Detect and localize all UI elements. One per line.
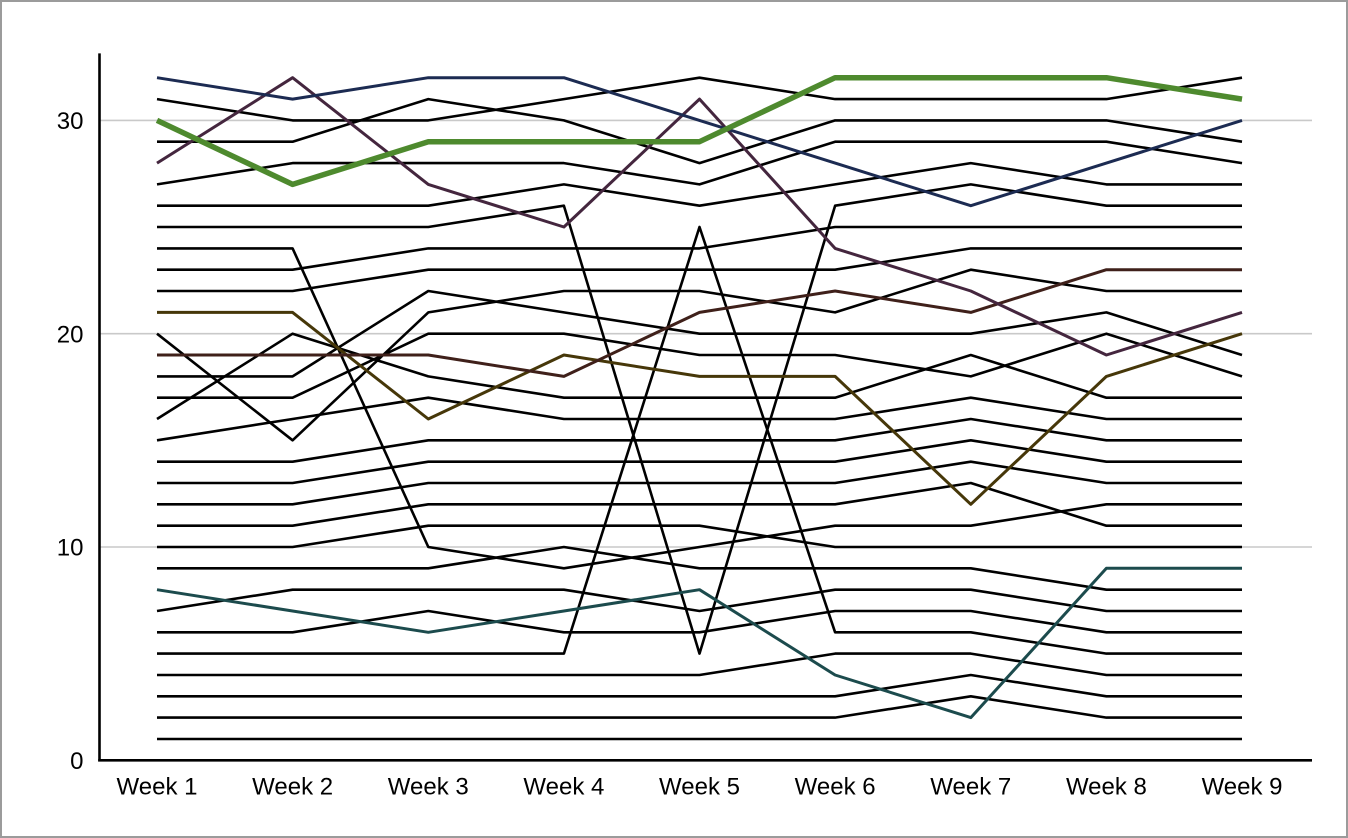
- series-line-13: [156, 396, 1242, 442]
- x-axis-tick-label: Week 9: [1202, 773, 1283, 800]
- series-line-15: [157, 438, 1242, 485]
- series-line-25: [157, 694, 1242, 719]
- y-axis-tick-label: 10: [57, 535, 84, 562]
- x-axis-tick-label: Week 5: [659, 773, 740, 800]
- series-highlight-green: [155, 74, 1243, 188]
- series-line-17: [157, 481, 1242, 528]
- series-line-11: [157, 332, 1243, 400]
- series-line-18: [157, 524, 1242, 549]
- series-line-22: [157, 225, 1242, 655]
- series-line-23: [157, 652, 1242, 677]
- series-line-21: [157, 609, 1242, 634]
- series-highlight-navy: [156, 76, 1243, 208]
- series-line-03: [156, 140, 1243, 186]
- y-axis-tick-label: 0: [70, 748, 83, 775]
- y-axis-tick-label: 30: [57, 108, 84, 135]
- y-axis-tick-label: 20: [57, 321, 84, 348]
- series-highlight-maroon: [156, 76, 1243, 357]
- x-axis-tick-label: Week 7: [930, 773, 1011, 800]
- series-line-02: [157, 97, 1243, 165]
- series-line-01: [156, 76, 1243, 122]
- series-line-16: [157, 460, 1242, 506]
- series-line-19: [157, 545, 1242, 592]
- series-highlight-dark-red: [157, 268, 1242, 378]
- series-line-20: [156, 588, 1242, 613]
- series-line-07: [157, 225, 1242, 272]
- x-axis-tick-label: Week 6: [795, 773, 876, 800]
- x-axis-tick-label: Week 3: [388, 773, 469, 800]
- series-highlight-teal: [156, 566, 1242, 720]
- series-line-14: [157, 417, 1242, 464]
- x-axis-tick-label: Week 4: [523, 773, 604, 800]
- x-axis-tick-label: Week 1: [117, 773, 198, 800]
- series-highlight-olive: [157, 310, 1243, 506]
- series-line-24: [157, 673, 1242, 698]
- series-line-05: [157, 183, 1242, 655]
- series-line-08: [157, 247, 1242, 293]
- x-axis-tick-label: Week 8: [1066, 773, 1147, 800]
- x-axis-tick-label: Week 2: [252, 773, 333, 800]
